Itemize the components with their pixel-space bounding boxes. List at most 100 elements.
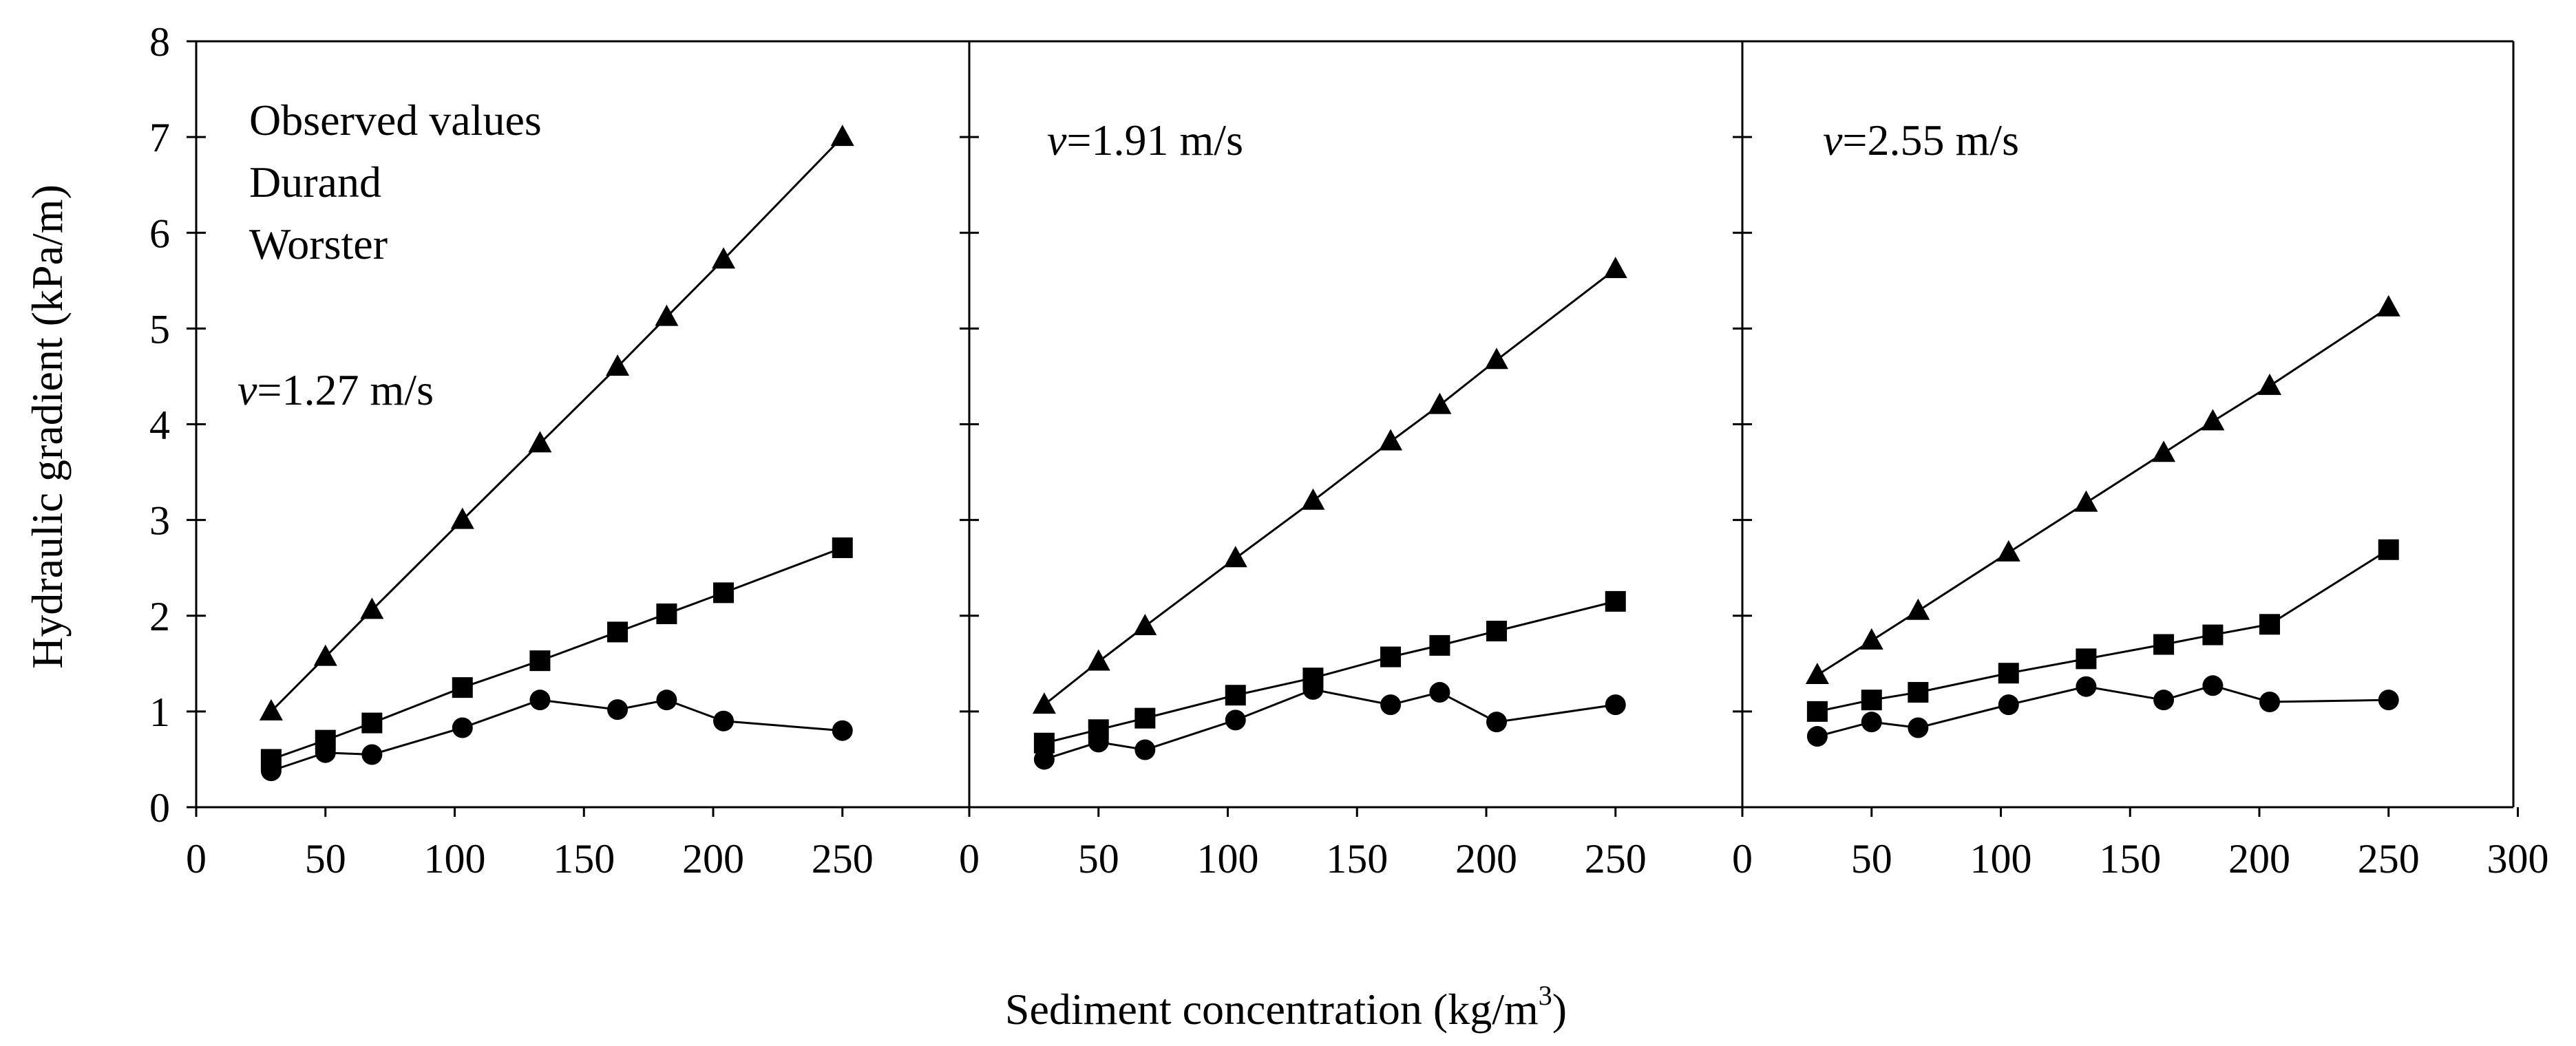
data-point-circle [1806, 726, 1828, 747]
data-point-triangle [313, 644, 337, 666]
y-tick-label: 7 [149, 115, 170, 160]
x-tick-label: 200 [682, 836, 744, 882]
x-tick-label: 250 [2358, 836, 2420, 882]
x-tick-label: 200 [2228, 836, 2290, 882]
data-point-square [1605, 590, 1626, 612]
series-circle [1806, 675, 2399, 747]
x-tick-label: 250 [1585, 836, 1647, 882]
data-point-circle [361, 744, 383, 765]
data-point-square [1998, 663, 2019, 684]
data-point-circle [2076, 676, 2097, 697]
data-point-triangle [2152, 440, 2176, 462]
x-tick-label: 50 [1078, 836, 1119, 882]
x-tick-label: 300 [2487, 836, 2549, 882]
data-point-square [2202, 624, 2224, 645]
data-point-circle [1429, 682, 1450, 703]
data-point-square [1486, 621, 1508, 642]
velocity-annotation: v=1.91 m/s [1047, 116, 1243, 164]
data-point-square [1429, 634, 1450, 656]
x-tick-label: 150 [553, 836, 615, 882]
y-tick-label: 5 [149, 306, 170, 352]
data-point-triangle [1906, 598, 1930, 620]
data-point-triangle [2258, 373, 2282, 395]
data-point-square [1806, 701, 1828, 722]
data-point-square [1225, 685, 1246, 706]
x-tick-label: 0 [186, 836, 207, 882]
y-tick-label: 0 [149, 785, 170, 831]
x-tick-label: 150 [2099, 836, 2161, 882]
data-point-triangle [360, 597, 384, 619]
data-point-circle [832, 720, 853, 741]
y-axis-label: Hydraulic gradient (kPa/m) [23, 184, 72, 669]
data-point-circle [1486, 712, 1508, 733]
data-point-circle [656, 690, 677, 711]
data-point-triangle [1485, 348, 1509, 370]
data-point-circle [2378, 690, 2399, 711]
data-point-circle [2153, 690, 2175, 711]
x-tick-label: 100 [424, 836, 486, 882]
data-point-square [452, 677, 473, 698]
data-point-triangle [1603, 257, 1627, 279]
data-point-circle [607, 699, 629, 721]
x-tick-label: 150 [1326, 836, 1388, 882]
data-point-triangle [1379, 429, 1403, 451]
data-point-square [1033, 732, 1055, 754]
series-triangle [1805, 295, 2400, 685]
data-point-square [2076, 648, 2097, 670]
data-point-triangle [1086, 649, 1110, 671]
y-tick-label: 1 [149, 690, 170, 735]
data-point-triangle [450, 507, 474, 529]
data-point-square [315, 729, 336, 751]
velocity-symbol: v [237, 365, 257, 414]
velocity-symbol: v [1823, 116, 1843, 164]
data-point-square [1380, 646, 1402, 668]
data-point-triangle [259, 698, 283, 721]
data-point-square [1302, 668, 1324, 689]
data-point-square [529, 650, 551, 672]
data-point-square [1134, 707, 1156, 729]
data-point-triangle [1805, 663, 1829, 685]
x-axis-label-main: Sediment concentration (kg/m [1005, 985, 1539, 1034]
y-tick-label: 2 [149, 594, 170, 639]
data-point-circle [1134, 739, 1156, 760]
data-point-circle [1908, 717, 1929, 738]
x-tick-label: 0 [1732, 836, 1753, 882]
velocity-annotation: v=1.27 m/s [237, 365, 434, 414]
data-point-square [260, 749, 282, 770]
data-point-circle [1033, 749, 1055, 770]
data-point-triangle [1428, 392, 1452, 414]
x-axis-label: Sediment concentration (kg/m3) [1005, 980, 1567, 1034]
data-point-triangle [2201, 409, 2225, 431]
data-point-triangle [1301, 488, 1325, 510]
panel-1: 0 1 2 3 4 5 6 7 8 0 50 100 150 200 250 v=1.27 m/s [149, 19, 967, 882]
y-tick-label: 4 [149, 403, 170, 448]
data-point-square [1088, 719, 1109, 740]
data-point-square [2259, 614, 2281, 635]
velocity-value: =2.55 m/s [1842, 116, 2019, 164]
x-tick-label: 50 [1851, 836, 1892, 882]
velocity-value: =1.27 m/s [257, 365, 434, 414]
series-square [1033, 590, 1626, 754]
data-point-triangle [2376, 295, 2400, 317]
data-point-circle [2202, 675, 2224, 696]
velocity-value: =1.91 m/s [1066, 116, 1243, 164]
series-circle [1033, 679, 1626, 770]
data-point-circle [713, 710, 735, 732]
data-point-square [361, 712, 383, 734]
data-point-triangle [2074, 490, 2098, 512]
legend: Observed values Durand Worster [249, 96, 542, 268]
legend-entry-observed: Observed values [249, 96, 542, 145]
x-tick-label: 200 [1455, 836, 1517, 882]
x-tick-label: 100 [1970, 836, 2032, 882]
x-tick-label: 250 [812, 836, 874, 882]
data-point-square [2378, 539, 2399, 560]
data-point-circle [1861, 712, 1882, 733]
panel-2: 0 50 100 150 200 250 v=1.91 m/s [959, 40, 1740, 882]
data-point-circle [452, 717, 473, 738]
data-point-triangle [1032, 692, 1056, 714]
series-square [260, 537, 853, 770]
data-point-triangle [830, 125, 854, 147]
